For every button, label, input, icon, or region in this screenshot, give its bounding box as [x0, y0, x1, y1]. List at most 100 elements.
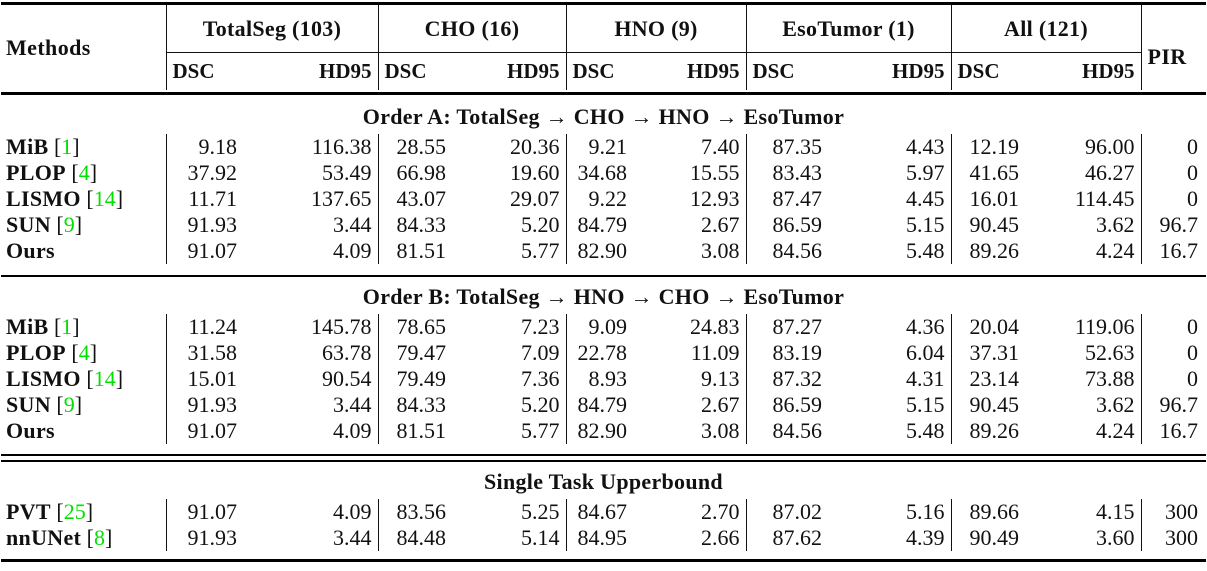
- citation-link[interactable]: 1: [61, 314, 73, 339]
- hd95-value: 7.36: [470, 366, 567, 392]
- citation-bracket-close: ]: [115, 366, 124, 391]
- hd95-value: 96.00: [1043, 134, 1142, 160]
- col-header-totalseg: TotalSeg (103): [166, 5, 379, 53]
- citation-bracket-open: [: [56, 499, 64, 524]
- hd95-value: 4.09: [261, 418, 379, 444]
- hd95-value: 4.39: [846, 525, 952, 551]
- dsc-value: 84.56: [772, 418, 823, 443]
- dsc-value: 9.18: [198, 134, 238, 159]
- citation-bracket-close: ]: [104, 525, 113, 550]
- top-rule: [1, 2, 1206, 5]
- citation-bracket-open: [: [86, 366, 94, 391]
- method-name: Ours: [6, 418, 55, 443]
- dsc-value: 23.14: [969, 366, 1020, 391]
- citation-bracket-close: ]: [74, 392, 83, 417]
- col-header-all: All (121): [951, 5, 1142, 53]
- dsc-value: 15.01: [187, 366, 238, 391]
- citation-link[interactable]: 1: [61, 134, 73, 159]
- dsc-value: 34.68: [577, 160, 628, 185]
- dsc-value: 12.19: [969, 134, 1020, 159]
- hd95-value: 24.83: [651, 314, 747, 340]
- hd95-value: 5.20: [470, 212, 567, 238]
- method-cell: Ours: [1, 418, 167, 444]
- header-rule-row: [1, 90, 1206, 97]
- table-header: Methods TotalSeg (103) CHO (16) HNO (9) …: [1, 0, 1206, 97]
- pir-value: 300: [1165, 499, 1198, 524]
- citation-link[interactable]: 14: [93, 366, 116, 391]
- table-row: SUN [9] 91.93 3.44 84.33 5.20 84.79 2.67 86.59 5…: [1, 392, 1206, 418]
- citation-bracket-open: [: [86, 525, 94, 550]
- dsc-value: 84.79: [577, 212, 628, 237]
- dsc-value: 84.56: [772, 238, 823, 263]
- dsc-value: 89.66: [969, 499, 1020, 524]
- citation-bracket-close: ]: [89, 340, 98, 365]
- hd95-value: 15.55: [651, 160, 747, 186]
- hd95-value: 2.67: [651, 212, 747, 238]
- hd95-value: 145.78: [261, 314, 379, 340]
- col-header-esotumor: EsoTumor (1): [746, 5, 952, 53]
- hd95-value: 7.23: [470, 314, 567, 340]
- hd95-value: 3.08: [651, 238, 747, 264]
- citation-link[interactable]: 9: [63, 212, 75, 237]
- dsc-value: 89.26: [969, 238, 1020, 263]
- col-header-hno: HNO (9): [566, 5, 747, 53]
- citation-link[interactable]: 4: [78, 340, 90, 365]
- hd95-value: 2.66: [651, 525, 747, 551]
- hd95-value: 9.13: [651, 366, 747, 392]
- dsc-value: 84.67: [577, 499, 628, 524]
- hd95-value: 5.77: [470, 238, 567, 264]
- citation-link[interactable]: 4: [78, 160, 90, 185]
- hd95-value: 7.40: [651, 134, 747, 160]
- citation-bracket-close: ]: [72, 314, 80, 339]
- hd95-value: 2.67: [651, 392, 747, 418]
- col-header-esotumor-hd95: HD95: [846, 52, 952, 90]
- dsc-value: 79.47: [396, 340, 447, 365]
- dsc-value: 84.33: [396, 212, 447, 237]
- table-row: PVT [25] 91.07 4.09 83.56 5.25 84.67 2.70 87.02…: [1, 499, 1206, 525]
- dsc-value: 37.92: [187, 160, 238, 185]
- dsc-value: 84.79: [577, 392, 628, 417]
- hd95-value: 90.54: [261, 366, 379, 392]
- citation-link[interactable]: 25: [63, 499, 86, 524]
- hd95-value: 119.06: [1043, 314, 1142, 340]
- hd95-value: 53.49: [261, 160, 379, 186]
- citation-link[interactable]: 14: [93, 186, 116, 211]
- table-row: MiB [1] 11.24 145.78 78.65 7.23 9.09 24.83 87.2…: [1, 314, 1206, 340]
- hd95-value: 5.14: [470, 525, 567, 551]
- dsc-value: 87.27: [772, 314, 823, 339]
- citation-bracket-open: [: [71, 340, 79, 365]
- method-cell: SUN [9]: [1, 392, 167, 418]
- hd95-value: 19.60: [470, 160, 567, 186]
- citation-bracket-open: [: [56, 212, 64, 237]
- table-row: PLOP [4] 37.92 53.49 66.98 19.60 34.68 15.55 83…: [1, 160, 1206, 186]
- hd95-value: 5.48: [846, 418, 952, 444]
- dsc-value: 11.71: [188, 186, 237, 211]
- dsc-value: 91.93: [187, 212, 238, 237]
- citation-link[interactable]: 8: [93, 525, 105, 550]
- hd95-value: 4.24: [1043, 238, 1142, 264]
- dsc-value: 87.62: [772, 525, 823, 550]
- hd95-value: 3.44: [261, 525, 379, 551]
- dsc-value: 22.78: [577, 340, 628, 365]
- method-cell: LISMO [14]: [1, 186, 167, 212]
- hd95-value: 73.88: [1043, 366, 1142, 392]
- dsc-value: 89.26: [969, 418, 1020, 443]
- group-header-row: Methods TotalSeg (103) CHO (16) HNO (9) …: [1, 5, 1206, 90]
- col-header-esotumor-dsc: DSC: [752, 59, 795, 83]
- hd95-value: 4.43: [846, 134, 952, 160]
- hd95-value: 4.09: [261, 499, 379, 525]
- col-header-cho: CHO (16): [378, 5, 567, 53]
- citation-bracket-open: [: [71, 160, 79, 185]
- dsc-value: 78.65: [396, 314, 447, 339]
- dsc-value: 90.45: [969, 392, 1020, 417]
- dsc-value: 91.07: [187, 418, 238, 443]
- hd95-value: 3.44: [261, 392, 379, 418]
- citation-bracket-open: [: [56, 392, 64, 417]
- citation-link[interactable]: 9: [63, 392, 75, 417]
- pir-value: 16.7: [1159, 238, 1199, 263]
- method-cell: Ours: [1, 238, 167, 264]
- header-rule: [1, 92, 1206, 95]
- method-cell: SUN [9]: [1, 212, 167, 238]
- dsc-value: 91.07: [187, 499, 238, 524]
